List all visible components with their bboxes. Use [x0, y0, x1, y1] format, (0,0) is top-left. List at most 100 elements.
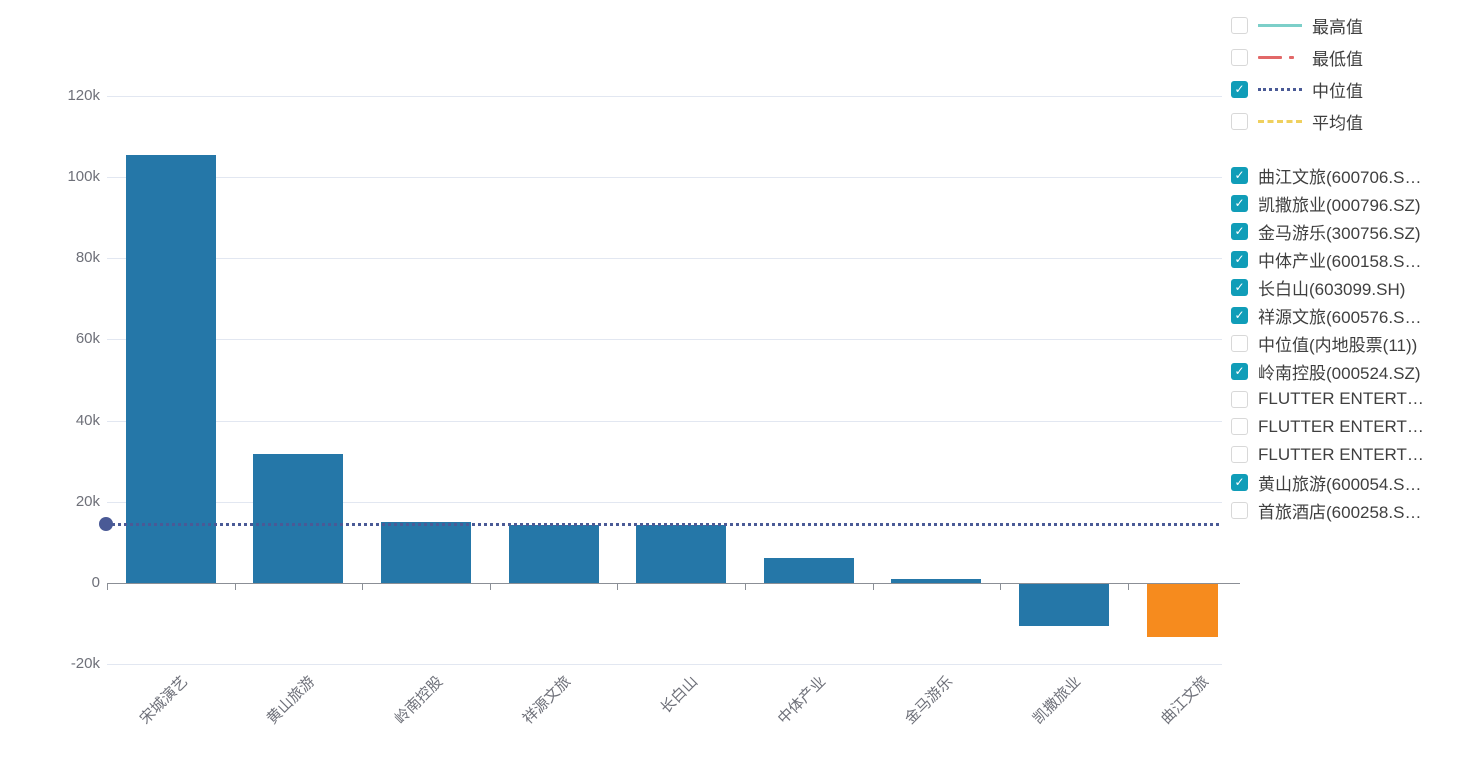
check-icon: ✓: [1234, 363, 1245, 378]
check-icon: ✓: [1234, 280, 1245, 294]
legend-series-label[interactable]: FLUTTER ENTERT…: [1258, 389, 1424, 409]
bar-黄山旅游[interactable]: [253, 454, 344, 583]
legend-line-item-3[interactable]: ✓ 中位值: [1231, 73, 1363, 105]
bar-祥源文旅[interactable]: [508, 525, 599, 583]
y-gridline: [107, 420, 1222, 422]
x-axis-tick: [234, 582, 236, 590]
x-axis-tick: [107, 582, 108, 590]
legend-line-label[interactable]: 中位值: [1312, 81, 1363, 101]
dash-dot-line-icon: [1258, 55, 1302, 59]
legend-series-label[interactable]: 岭南控股(000524.SZ): [1258, 363, 1421, 383]
check-icon: ✓: [1234, 475, 1245, 490]
check-icon: ✓: [1234, 252, 1245, 267]
checkbox-unchecked[interactable]: [1231, 446, 1248, 464]
legend-line-label[interactable]: 最高值: [1312, 17, 1363, 37]
dashed-line-icon: [1258, 119, 1302, 123]
median-line-dot: [99, 517, 113, 532]
x-axis-tick: [745, 582, 746, 590]
legend-series-label[interactable]: 曲江文旅(600706.S…: [1258, 168, 1422, 188]
legend-series-label[interactable]: 中体产业(600158.S…: [1258, 252, 1422, 272]
checkbox-checked[interactable]: ✓: [1231, 167, 1248, 185]
checkbox-checked[interactable]: ✓: [1231, 279, 1248, 296]
bar-中体产业[interactable]: [763, 557, 854, 583]
checkbox-unchecked[interactable]: [1231, 334, 1248, 352]
legend-series-group: ✓ 曲江文旅(600706.S… ✓ 凯撒旅业(000796.SZ) ✓ 金马游乐(300…: [1231, 162, 1424, 525]
legend-line-item-4[interactable]: 平均值: [1231, 105, 1363, 137]
bar-宋城演艺[interactable]: [125, 154, 216, 583]
checkbox-checked[interactable]: ✓: [1231, 306, 1248, 324]
y-gridline: [107, 501, 1222, 503]
x-axis-tick: [1000, 582, 1002, 590]
check-icon: ✓: [1234, 196, 1245, 211]
legend-series-item-10[interactable]: FLUTTER ENTERT…: [1231, 413, 1424, 441]
legend-series-item-9[interactable]: FLUTTER ENTERT…: [1231, 385, 1424, 413]
y-axis-tick-label: -20k: [70, 655, 100, 672]
checkbox-unchecked[interactable]: [1231, 418, 1248, 436]
legend-line-item-1[interactable]: 最高值: [1231, 9, 1363, 41]
check-icon: ✓: [1234, 81, 1245, 96]
line-segment: [1258, 23, 1302, 27]
legend-series-item-2[interactable]: ✓ 凯撒旅业(000796.SZ): [1231, 190, 1424, 218]
legend-series-label[interactable]: 首旅酒店(600258.S…: [1258, 503, 1422, 523]
bar-岭南控股[interactable]: [381, 522, 471, 583]
legend-series-item-7[interactable]: 中位值(内地股票(11)): [1231, 329, 1424, 357]
legend-line-item-2[interactable]: 最低值: [1231, 41, 1363, 73]
y-gridline: [107, 664, 1222, 665]
checkbox-checked[interactable]: ✓: [1231, 80, 1248, 98]
median-line: [107, 522, 1219, 526]
legend-series-item-11[interactable]: FLUTTER ENTERT…: [1231, 441, 1424, 469]
legend-series-label[interactable]: FLUTTER ENTERT…: [1258, 416, 1424, 436]
bar-曲江文旅[interactable]: [1146, 583, 1218, 637]
legend-series-label[interactable]: 祥源文旅(600576.S…: [1258, 307, 1422, 327]
legend-series-label[interactable]: 长白山(603099.SH): [1258, 280, 1406, 299]
legend-series-item-8[interactable]: ✓ 岭南控股(000524.SZ): [1231, 357, 1424, 385]
checkbox-checked[interactable]: ✓: [1231, 251, 1248, 269]
legend-series-label[interactable]: 金马游乐(300756.SZ): [1258, 224, 1421, 244]
bar-凯撒旅业[interactable]: [1019, 583, 1109, 626]
check-icon: ✓: [1234, 168, 1245, 183]
legend-series-label[interactable]: FLUTTER ENTERT…: [1258, 444, 1424, 464]
y-axis-tick-label: 60k: [75, 330, 100, 348]
legend-series-item-1[interactable]: ✓ 曲江文旅(600706.S…: [1231, 162, 1424, 190]
x-axis-tick: [1127, 582, 1129, 590]
y-axis-tick-label: 20k: [75, 492, 100, 510]
checkbox-checked[interactable]: ✓: [1231, 223, 1248, 241]
y-axis-tick-label: 40k: [75, 411, 100, 429]
legend-series-item-12[interactable]: ✓ 黄山旅游(600054.S…: [1231, 469, 1424, 497]
legend-series-item-5[interactable]: ✓ 长白山(603099.SH): [1231, 274, 1424, 302]
legend-series-label[interactable]: 凯撒旅业(000796.SZ): [1258, 196, 1421, 216]
dot-segment: [1289, 55, 1294, 59]
x-axis-tick: [489, 582, 491, 590]
legend-series-item-6[interactable]: ✓ 祥源文旅(600576.S…: [1231, 301, 1424, 329]
dotted-line-icon: [1258, 87, 1302, 91]
checkbox-unchecked[interactable]: [1231, 112, 1248, 130]
checkbox-checked[interactable]: ✓: [1231, 195, 1248, 213]
x-axis-tick: [362, 582, 364, 590]
checkbox-unchecked[interactable]: [1231, 48, 1248, 66]
x-axis-tick: [617, 582, 619, 590]
legend-series-label[interactable]: 黄山旅游(600054.S…: [1258, 475, 1422, 495]
y-axis-tick-label: 0: [91, 573, 100, 591]
legend-line-label[interactable]: 最低值: [1312, 49, 1363, 69]
check-icon: ✓: [1234, 224, 1245, 239]
x-axis-tick: [872, 582, 874, 590]
y-gridline: [107, 339, 1222, 341]
checkbox-unchecked[interactable]: [1231, 16, 1248, 34]
legend-series-label[interactable]: 中位值(内地股票(11)): [1258, 335, 1418, 355]
legend-series-item-3[interactable]: ✓ 金马游乐(300756.SZ): [1231, 218, 1424, 246]
y-axis-tick-label: 100k: [67, 168, 100, 186]
y-gridline: [107, 258, 1222, 260]
bar-金马游乐[interactable]: [891, 578, 982, 583]
x-axis-line: [107, 582, 1240, 584]
checkbox-unchecked[interactable]: [1231, 502, 1248, 520]
checkbox-checked[interactable]: ✓: [1231, 362, 1248, 380]
bar-长白山[interactable]: [636, 524, 727, 583]
legend-series-item-13[interactable]: 首旅酒店(600258.S…: [1231, 497, 1424, 525]
legend-series-item-4[interactable]: ✓ 中体产业(600158.S…: [1231, 246, 1424, 274]
checkbox-checked[interactable]: ✓: [1231, 474, 1248, 492]
solid-line-icon: [1258, 23, 1302, 27]
checkbox-unchecked[interactable]: [1231, 390, 1248, 408]
legend-line-label[interactable]: 平均值: [1312, 113, 1363, 133]
